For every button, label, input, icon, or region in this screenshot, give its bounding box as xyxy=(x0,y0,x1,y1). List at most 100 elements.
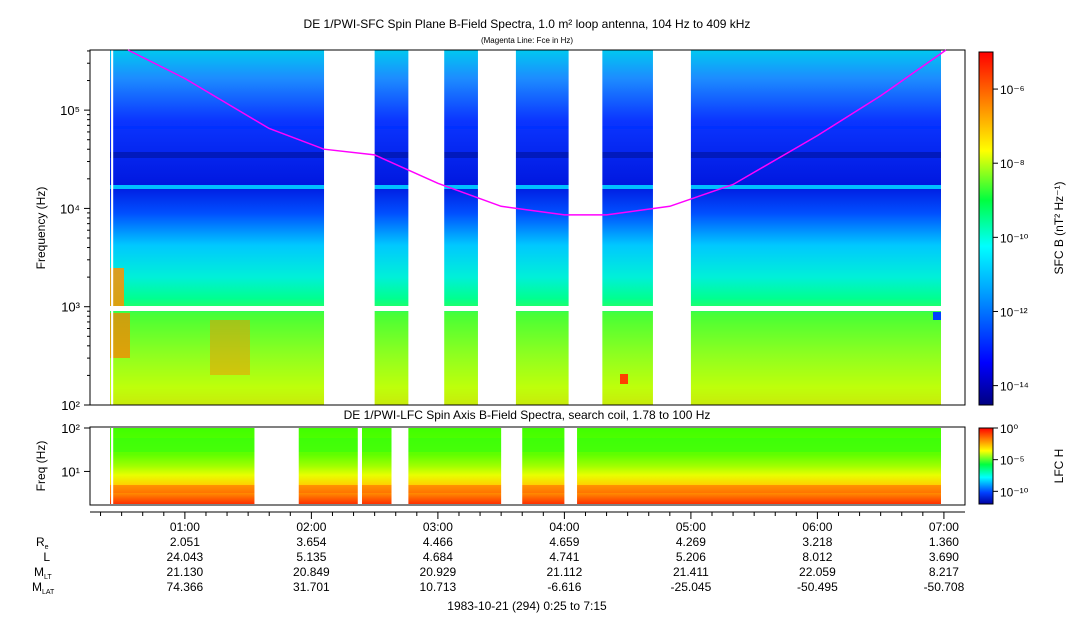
ephemeris-value: 3.654 xyxy=(296,535,326,549)
ephemeris-value: 74.366 xyxy=(167,580,204,594)
lfc-y-ticks: 10² 10¹ xyxy=(61,421,90,479)
time-tick-label: 04:00 xyxy=(549,520,579,534)
lfc-colorbar-label: LFC H xyxy=(1052,449,1066,484)
lfc-gap-1 xyxy=(254,428,299,504)
lfc-colorbar-ticks: 10⁰ 10⁻⁵ 10⁻¹⁰ xyxy=(993,422,1029,499)
sfc-gap-0 xyxy=(111,50,114,405)
lfc-gap-5 xyxy=(564,428,578,504)
ephemeris-value: 20.929 xyxy=(420,565,457,579)
sfc-gap-2 xyxy=(408,50,445,405)
time-tick-label: 05:00 xyxy=(676,520,706,534)
lfc-cb-tick-label: 10⁻¹⁰ xyxy=(1000,485,1029,499)
lfc-y-axis-label: Freq (Hz) xyxy=(34,441,48,492)
lfc-cb-tick-label: 10⁻⁵ xyxy=(1000,454,1025,468)
time-tick-label: 01:00 xyxy=(170,520,200,534)
ephemeris-value: 4.466 xyxy=(423,535,453,549)
lfc-data-gaps xyxy=(111,428,578,504)
sfc-colorbar-ticks: 10⁻⁶ 10⁻⁸ 10⁻¹⁰ 10⁻¹² 10⁻¹⁴ xyxy=(993,83,1029,394)
sfc-gap-4 xyxy=(568,50,603,405)
sfc-gap-6 xyxy=(946,50,965,405)
sfc-colorbar xyxy=(978,51,994,406)
sfc-red-spot2 xyxy=(620,374,628,384)
ephemeris-value: 24.043 xyxy=(167,550,204,564)
lfc-gap-3 xyxy=(391,428,409,504)
ephemeris-row-sub: LT xyxy=(44,574,52,581)
sfc-band-80khz xyxy=(110,126,941,129)
ephemeris-table: Re 2.051 3.654 4.466 4.659 4.269 3.218 1.360 L 24… xyxy=(32,535,965,596)
lfc-band-b xyxy=(110,485,941,493)
ephemeris-value: 22.059 xyxy=(799,565,836,579)
ephemeris-row-sub: LAT xyxy=(42,589,55,596)
lfc-band-a xyxy=(110,438,941,452)
sfc-mid-hot xyxy=(210,320,250,375)
ephemeris-value: -50.708 xyxy=(924,580,965,594)
ephemeris-value: 21.112 xyxy=(546,565,582,579)
time-tick-label: 06:00 xyxy=(802,520,832,534)
subtitle: (Magenta Line: Fce in Hz) xyxy=(481,36,573,45)
ephemeris-value: 3.690 xyxy=(929,550,959,564)
sfc-ytick-label: 10³ xyxy=(61,300,80,315)
time-axis-ticks: 01:00 02:00 03:00 04:00 05:00 06:00 07:00 xyxy=(100,512,959,534)
sfc-axes-border xyxy=(89,49,966,406)
sfc-y-ticks: 10² 10³ 10⁴ 10⁵ xyxy=(60,50,90,413)
sfc-spectrogram-base xyxy=(110,50,941,405)
sfc-low-band xyxy=(110,312,941,405)
sfc-left-hot2 xyxy=(110,313,130,358)
lfc-gap-0 xyxy=(111,428,114,504)
sfc-cb-tick-label: 10⁻⁶ xyxy=(1000,83,1025,97)
lfc-colorbar xyxy=(978,427,994,505)
sfc-panel: 10² 10³ 10⁴ 10⁵ Frequency (Hz) 10⁻⁶ 10⁻⁸ 10⁻¹… xyxy=(34,49,1066,413)
lfc-axes-border xyxy=(89,426,966,506)
ephemeris-value: 1.360 xyxy=(929,535,959,549)
sfc-gap-1khz xyxy=(110,306,941,311)
ephemeris-value: 5.135 xyxy=(296,550,326,564)
sfc-gap-5 xyxy=(652,50,691,405)
lfc-ytick-label: 10² xyxy=(61,421,80,436)
lfc-ytick-label: 10¹ xyxy=(61,464,80,479)
sfc-y-axis-label: Frequency (Hz) xyxy=(34,187,48,270)
sfc-right-blue xyxy=(933,312,941,320)
ephemeris-value: 4.741 xyxy=(549,550,579,564)
sfc-ytick-label: 10² xyxy=(61,398,80,413)
ephemeris-row-sub: e xyxy=(45,544,49,551)
sfc-gap-3 xyxy=(477,50,516,405)
ephemeris-value: 10.713 xyxy=(420,580,457,594)
date-label: 1983-10-21 (294) 0:25 to 7:15 xyxy=(447,599,607,613)
ephemeris-row-label: L xyxy=(43,550,50,564)
ephemeris-value: 4.269 xyxy=(676,535,706,549)
ephemeris-row-label: MLAT xyxy=(32,580,55,596)
fce-magenta-line xyxy=(127,49,947,216)
ephemeris-value: 4.659 xyxy=(549,535,579,549)
sfc-cb-tick-label: 10⁻¹² xyxy=(1000,305,1028,319)
sfc-band-16khz xyxy=(110,185,941,189)
ephemeris-row-label: MLT xyxy=(34,565,52,581)
time-axis: 01:00 02:00 03:00 04:00 05:00 06:00 07:00 xyxy=(90,511,965,534)
sfc-band-40khz xyxy=(110,152,941,158)
lfc-panel: 10² 10¹ Freq (Hz) 10⁰ 10⁻⁵ 10⁻¹⁰ LFC H xyxy=(34,421,1066,506)
ephemeris-value: -25.045 xyxy=(671,580,712,594)
ephemeris-value: 21.130 xyxy=(167,565,204,579)
ephemeris-value: 20.849 xyxy=(293,565,330,579)
sfc-cb-tick-label: 10⁻⁸ xyxy=(1000,157,1025,171)
ephemeris-value: 3.218 xyxy=(802,535,832,549)
ephemeris-value: 4.684 xyxy=(423,550,453,564)
sfc-left-hot xyxy=(110,268,124,306)
ephemeris-value: 5.206 xyxy=(676,550,706,564)
time-tick-label: 02:00 xyxy=(296,520,326,534)
time-tick-label: 03:00 xyxy=(423,520,453,534)
sfc-cb-tick-label: 10⁻¹⁴ xyxy=(1000,380,1029,394)
ephemeris-value: 8.217 xyxy=(929,565,959,579)
sfc-data-gaps xyxy=(111,50,965,405)
lfc-title: DE 1/PWI-LFC Spin Axis B-Field Spectra, … xyxy=(344,408,711,422)
ephemeris-value: 8.012 xyxy=(802,550,832,564)
ephemeris-value: 2.051 xyxy=(170,535,200,549)
lfc-cb-tick-label: 10⁰ xyxy=(1000,422,1018,436)
lfc-gap-2 xyxy=(357,428,362,504)
ephemeris-value: -6.616 xyxy=(547,580,581,594)
ephemeris-value: 21.411 xyxy=(673,565,709,579)
sfc-ytick-label: 10⁵ xyxy=(60,103,80,118)
lfc-gap-4 xyxy=(501,428,523,504)
ephemeris-value: 31.701 xyxy=(293,580,330,594)
sfc-gap-1 xyxy=(324,50,375,405)
